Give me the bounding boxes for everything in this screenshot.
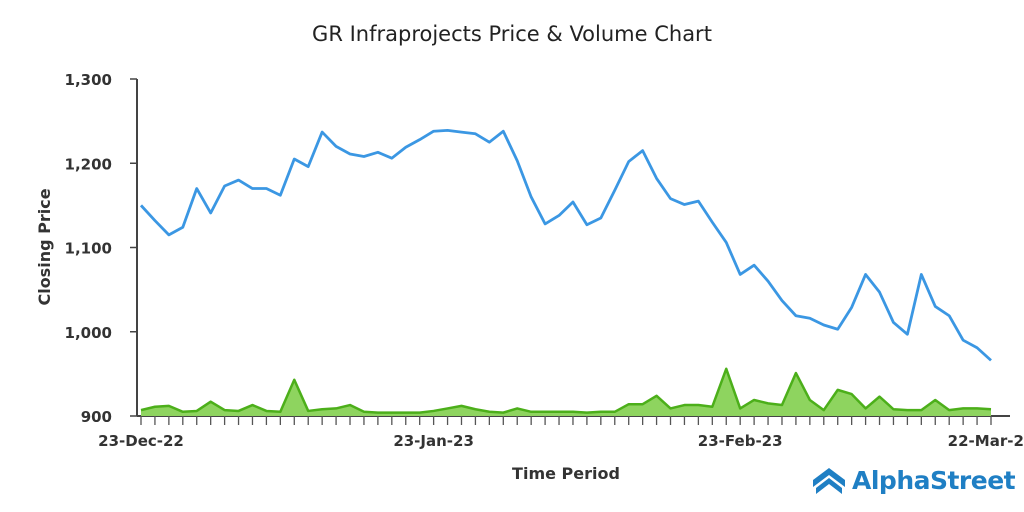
alphastreet-logo: AlphaStreet bbox=[812, 466, 1016, 495]
y-tick-label: 1,100 bbox=[65, 240, 112, 258]
y-axis-label: Closing Price bbox=[35, 188, 54, 305]
price-line bbox=[139, 128, 992, 362]
x-tick-label: 23-Jan-23 bbox=[393, 432, 474, 450]
x-tick-label: 23-Dec-22 bbox=[98, 432, 184, 450]
logo-text: AlphaStreet bbox=[852, 466, 1016, 495]
x-tick-label: 23-Feb-23 bbox=[698, 432, 783, 450]
y-tick-label: 900 bbox=[81, 408, 112, 426]
y-tick-label: 1,200 bbox=[65, 155, 112, 173]
chart-title: GR Infraprojects Price & Volume Chart bbox=[312, 22, 712, 46]
alphastreet-chevron-icon bbox=[813, 467, 845, 494]
x-tick-label: 22-Mar-23 bbox=[948, 432, 1024, 450]
volume-line bbox=[140, 367, 992, 414]
y-tick-label: 1,000 bbox=[65, 324, 112, 342]
y-tick-label: 1,300 bbox=[65, 71, 112, 89]
volume-area bbox=[141, 368, 991, 416]
x-axis-label: Time Period bbox=[512, 464, 620, 483]
